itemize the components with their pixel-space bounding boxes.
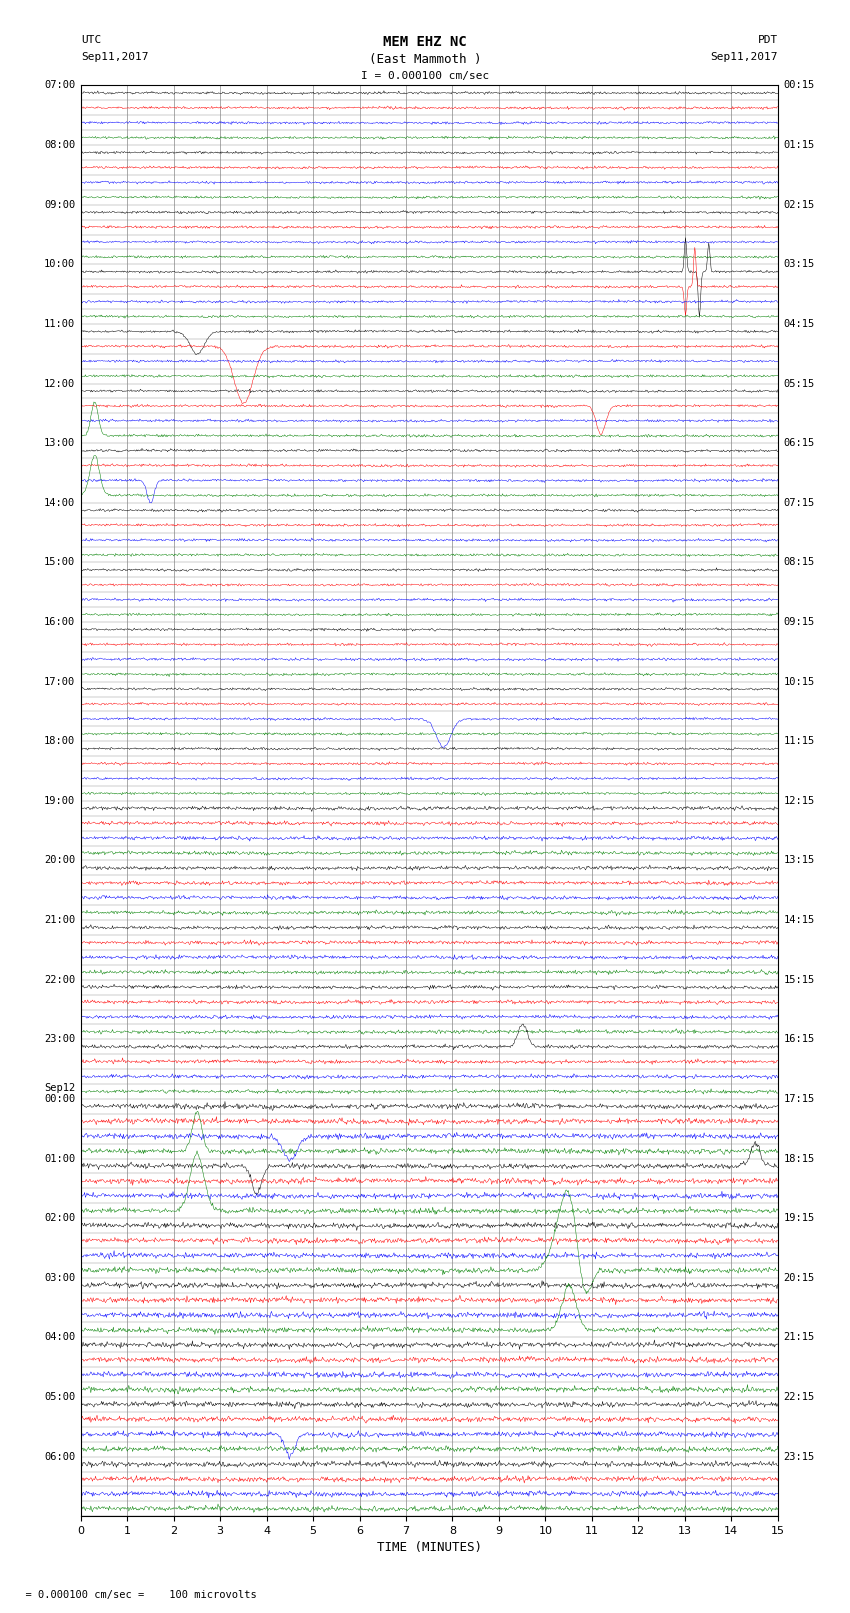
Text: 21:15: 21:15 [784,1332,814,1342]
Text: 17:15: 17:15 [784,1094,814,1103]
Text: 01:00: 01:00 [44,1153,75,1163]
Text: 22:00: 22:00 [44,974,75,984]
Text: 01:15: 01:15 [784,140,814,150]
Text: 16:15: 16:15 [784,1034,814,1044]
Text: 09:00: 09:00 [44,200,75,210]
Text: 11:00: 11:00 [44,319,75,329]
Text: 06:15: 06:15 [784,439,814,448]
Text: 13:15: 13:15 [784,855,814,866]
Text: 05:15: 05:15 [784,379,814,389]
Text: 15:15: 15:15 [784,974,814,984]
Text: 03:00: 03:00 [44,1273,75,1282]
Text: I = 0.000100 cm/sec: I = 0.000100 cm/sec [361,71,489,81]
Text: 00:15: 00:15 [784,81,814,90]
Text: (East Mammoth ): (East Mammoth ) [369,53,481,66]
Text: 14:15: 14:15 [784,915,814,926]
Text: 00:00: 00:00 [44,1094,75,1103]
Text: 07:15: 07:15 [784,498,814,508]
Text: 12:00: 12:00 [44,379,75,389]
Text: 10:00: 10:00 [44,260,75,269]
Text: Sep11,2017: Sep11,2017 [711,52,778,61]
Text: PDT: PDT [757,35,778,45]
Text: 20:00: 20:00 [44,855,75,866]
Text: 02:15: 02:15 [784,200,814,210]
Text: 03:15: 03:15 [784,260,814,269]
Text: 12:15: 12:15 [784,795,814,806]
Text: 14:00: 14:00 [44,498,75,508]
Text: 02:00: 02:00 [44,1213,75,1223]
Text: 04:15: 04:15 [784,319,814,329]
Text: 18:00: 18:00 [44,736,75,747]
Text: 21:00: 21:00 [44,915,75,926]
Text: 13:00: 13:00 [44,439,75,448]
Text: Sep11,2017: Sep11,2017 [81,52,148,61]
X-axis label: TIME (MINUTES): TIME (MINUTES) [377,1542,482,1555]
Text: 22:15: 22:15 [784,1392,814,1402]
Text: 19:00: 19:00 [44,795,75,806]
Text: 08:00: 08:00 [44,140,75,150]
Text: 18:15: 18:15 [784,1153,814,1163]
Text: 19:15: 19:15 [784,1213,814,1223]
Text: 10:15: 10:15 [784,676,814,687]
Text: 05:00: 05:00 [44,1392,75,1402]
Text: 04:00: 04:00 [44,1332,75,1342]
Text: 15:00: 15:00 [44,558,75,568]
Text: = 0.000100 cm/sec =    100 microvolts: = 0.000100 cm/sec = 100 microvolts [13,1590,257,1600]
Text: 20:15: 20:15 [784,1273,814,1282]
Text: MEM EHZ NC: MEM EHZ NC [383,35,467,50]
Text: 09:15: 09:15 [784,618,814,627]
Text: 08:15: 08:15 [784,558,814,568]
Text: Sep12: Sep12 [44,1082,75,1094]
Text: 16:00: 16:00 [44,618,75,627]
Text: 23:00: 23:00 [44,1034,75,1044]
Text: UTC: UTC [81,35,101,45]
Text: 11:15: 11:15 [784,736,814,747]
Text: 06:00: 06:00 [44,1452,75,1461]
Text: 07:00: 07:00 [44,81,75,90]
Text: 23:15: 23:15 [784,1452,814,1461]
Text: 17:00: 17:00 [44,676,75,687]
